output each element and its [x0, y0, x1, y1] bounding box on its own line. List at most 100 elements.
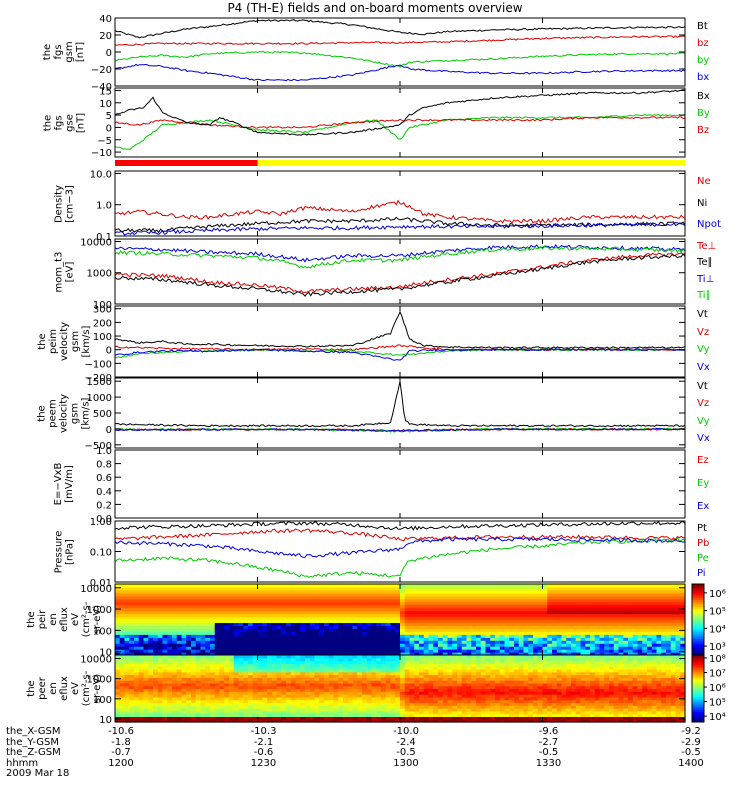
y-axis-label-line: eV — [69, 682, 81, 695]
y-tick-label: 10 — [99, 99, 112, 110]
colorbar-tick-label: 10⁴ — [709, 624, 726, 635]
footer-tick-value: -2.9 — [681, 736, 701, 748]
panel-velocity-peem: 1500 1000 500 0 −500 — [85, 377, 686, 452]
y-tick-label: 0 — [106, 425, 112, 436]
footer-tick-value: 1400 — [678, 757, 704, 769]
series-line-5-0 — [115, 381, 685, 428]
y-tick-label: 0 — [106, 123, 112, 134]
panel-peer-spec: 10⁸ 10⁷ 10⁶ 10⁵ 10⁴ 10000 1000 100 10 — [80, 654, 726, 726]
colorbar-tick-label: 10⁶ — [709, 683, 726, 694]
series-line-2-2 — [115, 222, 685, 236]
y-axis-label-line: Pressure — [53, 530, 64, 573]
legend-entry: Pi — [697, 568, 706, 580]
y-axis-label-line: en — [47, 613, 59, 626]
y-tick-label: −500 — [85, 441, 112, 452]
footer-row: hhmm 1200 1230 1300 1330 1400 — [6, 758, 704, 770]
legend-entry: Ti∥ — [697, 289, 711, 301]
footer-tick-value: -9.6 — [538, 726, 559, 737]
y-axis-label-line: velocity — [58, 321, 70, 362]
footer-row: the_Y-GSM -1.8 -2.1 -2.4 -2.7 -2.9 — [6, 737, 701, 749]
legend-entry: Ni — [697, 197, 708, 209]
y-axis-label-line: peem — [47, 398, 59, 428]
colorbar-tick-label: 10⁸ — [709, 654, 726, 665]
y-axis-label-line: peir — [36, 609, 48, 630]
footer-tick-value: 1300 — [393, 757, 419, 769]
mode-bar-segment — [257, 160, 685, 166]
y-axis-label-line: gsm — [64, 41, 75, 63]
footer-tick-value: 1330 — [535, 757, 562, 769]
series-line-2-0 — [115, 199, 685, 224]
legend-entry: By — [697, 107, 710, 119]
y-tick-label: −5 — [97, 136, 112, 147]
y-tick-label: −40 — [91, 82, 112, 93]
y-tick-label: 20 — [99, 31, 112, 42]
y-axis-label-line: gsm — [69, 402, 81, 424]
legend-entry: Npot — [697, 219, 721, 231]
series-line-4-3 — [115, 348, 685, 361]
y-axis-label-line: gsm — [69, 330, 81, 353]
footer-tick-value: -0.5 — [396, 747, 416, 758]
legend-entry: Bt — [697, 20, 708, 32]
y-axis-label-density: Density [cm−3] — [53, 171, 75, 236]
legend-entry: Bx — [697, 90, 710, 102]
colorbar-tick-label: 10⁵ — [709, 607, 726, 618]
y-tick-label: 10.0 — [90, 169, 112, 180]
footer-tick-value: -2.7 — [538, 736, 559, 748]
legend-entry: bx — [697, 71, 710, 83]
colorbar-tick-label: 10⁴ — [709, 712, 726, 723]
y-tick-label: 0 — [106, 346, 112, 357]
panel-velocity-peim: 300 200 100 0 −100 −200 — [85, 305, 686, 384]
series-line-0-0 — [115, 19, 685, 39]
footer-tick-value: -1.8 — [111, 736, 131, 748]
colorbar-tick-label: 10⁵ — [709, 698, 726, 709]
y-tick-label: 0.0 — [96, 514, 112, 525]
legend-entry: Vz — [697, 326, 710, 338]
y-tick-label: 1500 — [87, 377, 112, 388]
y-tick-label: 1000 — [87, 269, 112, 280]
legend-entry: Vz — [697, 398, 710, 410]
footer-date: 2009 Mar 18 — [6, 768, 70, 779]
y-tick-label: −10 — [91, 148, 112, 159]
y-axis-label-line: the — [36, 404, 48, 422]
y-axis-label-line: fgs — [53, 114, 64, 131]
footer-row: the_X-GSM -10.6 -10.3 -10.0 -9.6 -9.2 — [6, 726, 701, 738]
y-tick-label: 1.0 — [96, 446, 112, 457]
legend-entry: Pb — [697, 537, 710, 549]
y-axis-label-peer-spec: the peer en eflux eV (cm²-s-sr-eV) — [26, 655, 103, 722]
y-tick-label: 1.0 — [96, 201, 112, 212]
series-line-3-0 — [115, 252, 685, 294]
series-line-0-2 — [115, 50, 685, 68]
y-axis-label-efield: E=−VxB [mV/m] — [53, 450, 75, 518]
x-axis-footer: the_X-GSM -10.6 -10.3 -10.0 -9.6 -9.2 the_Y-GS… — [6, 726, 704, 780]
legend-entry: Vx — [697, 433, 710, 445]
y-axis-label-velocity-peem: the peem velocity gsm [km/s] — [37, 378, 92, 448]
panel-peir-spec: 10⁶ 10⁵ 10⁴ 10³ 10000 1000 100 10 — [80, 583, 726, 659]
footer-tick-value: -9.2 — [681, 726, 701, 737]
y-tick-label: 100 — [93, 626, 112, 637]
series-line-5-3 — [115, 427, 685, 433]
y-tick-label: 10000 — [80, 584, 112, 595]
legend-entry: Ex — [697, 500, 710, 512]
footer-tick-value: 1200 — [108, 757, 134, 769]
y-axis-label-line: eflux — [58, 607, 70, 632]
legend-entry: Vx — [697, 362, 710, 374]
y-tick-label: −100 — [85, 359, 112, 370]
series-line-1-2 — [115, 89, 685, 136]
panel-pressure: 1.00 0.10 0.01 — [90, 517, 686, 589]
legend-entry: Vy — [697, 344, 710, 356]
legend-entry: bz — [697, 37, 709, 49]
y-tick-label: 0.2 — [96, 500, 112, 511]
y-axis-label-line: sr-eV) — [91, 673, 103, 704]
footer-row-label: the_Z-GSM — [6, 747, 61, 758]
y-tick-label: 100 — [93, 695, 112, 706]
legend-entry: Te⊥ — [697, 241, 717, 253]
panel-density: 10.0 1.0 0.1 — [90, 169, 686, 243]
y-axis-label-line: the — [36, 333, 48, 350]
series-line-4-0 — [115, 310, 685, 350]
y-tick-label: 300 — [93, 305, 112, 316]
y-tick-label: 0.4 — [96, 487, 112, 498]
y-axis-label-peir-spec: the peir en eflux eV (cm²-s-sr-eV) — [26, 584, 103, 655]
footer-tick-value: -10.0 — [393, 726, 419, 737]
y-tick-label: 1000 — [87, 605, 112, 616]
